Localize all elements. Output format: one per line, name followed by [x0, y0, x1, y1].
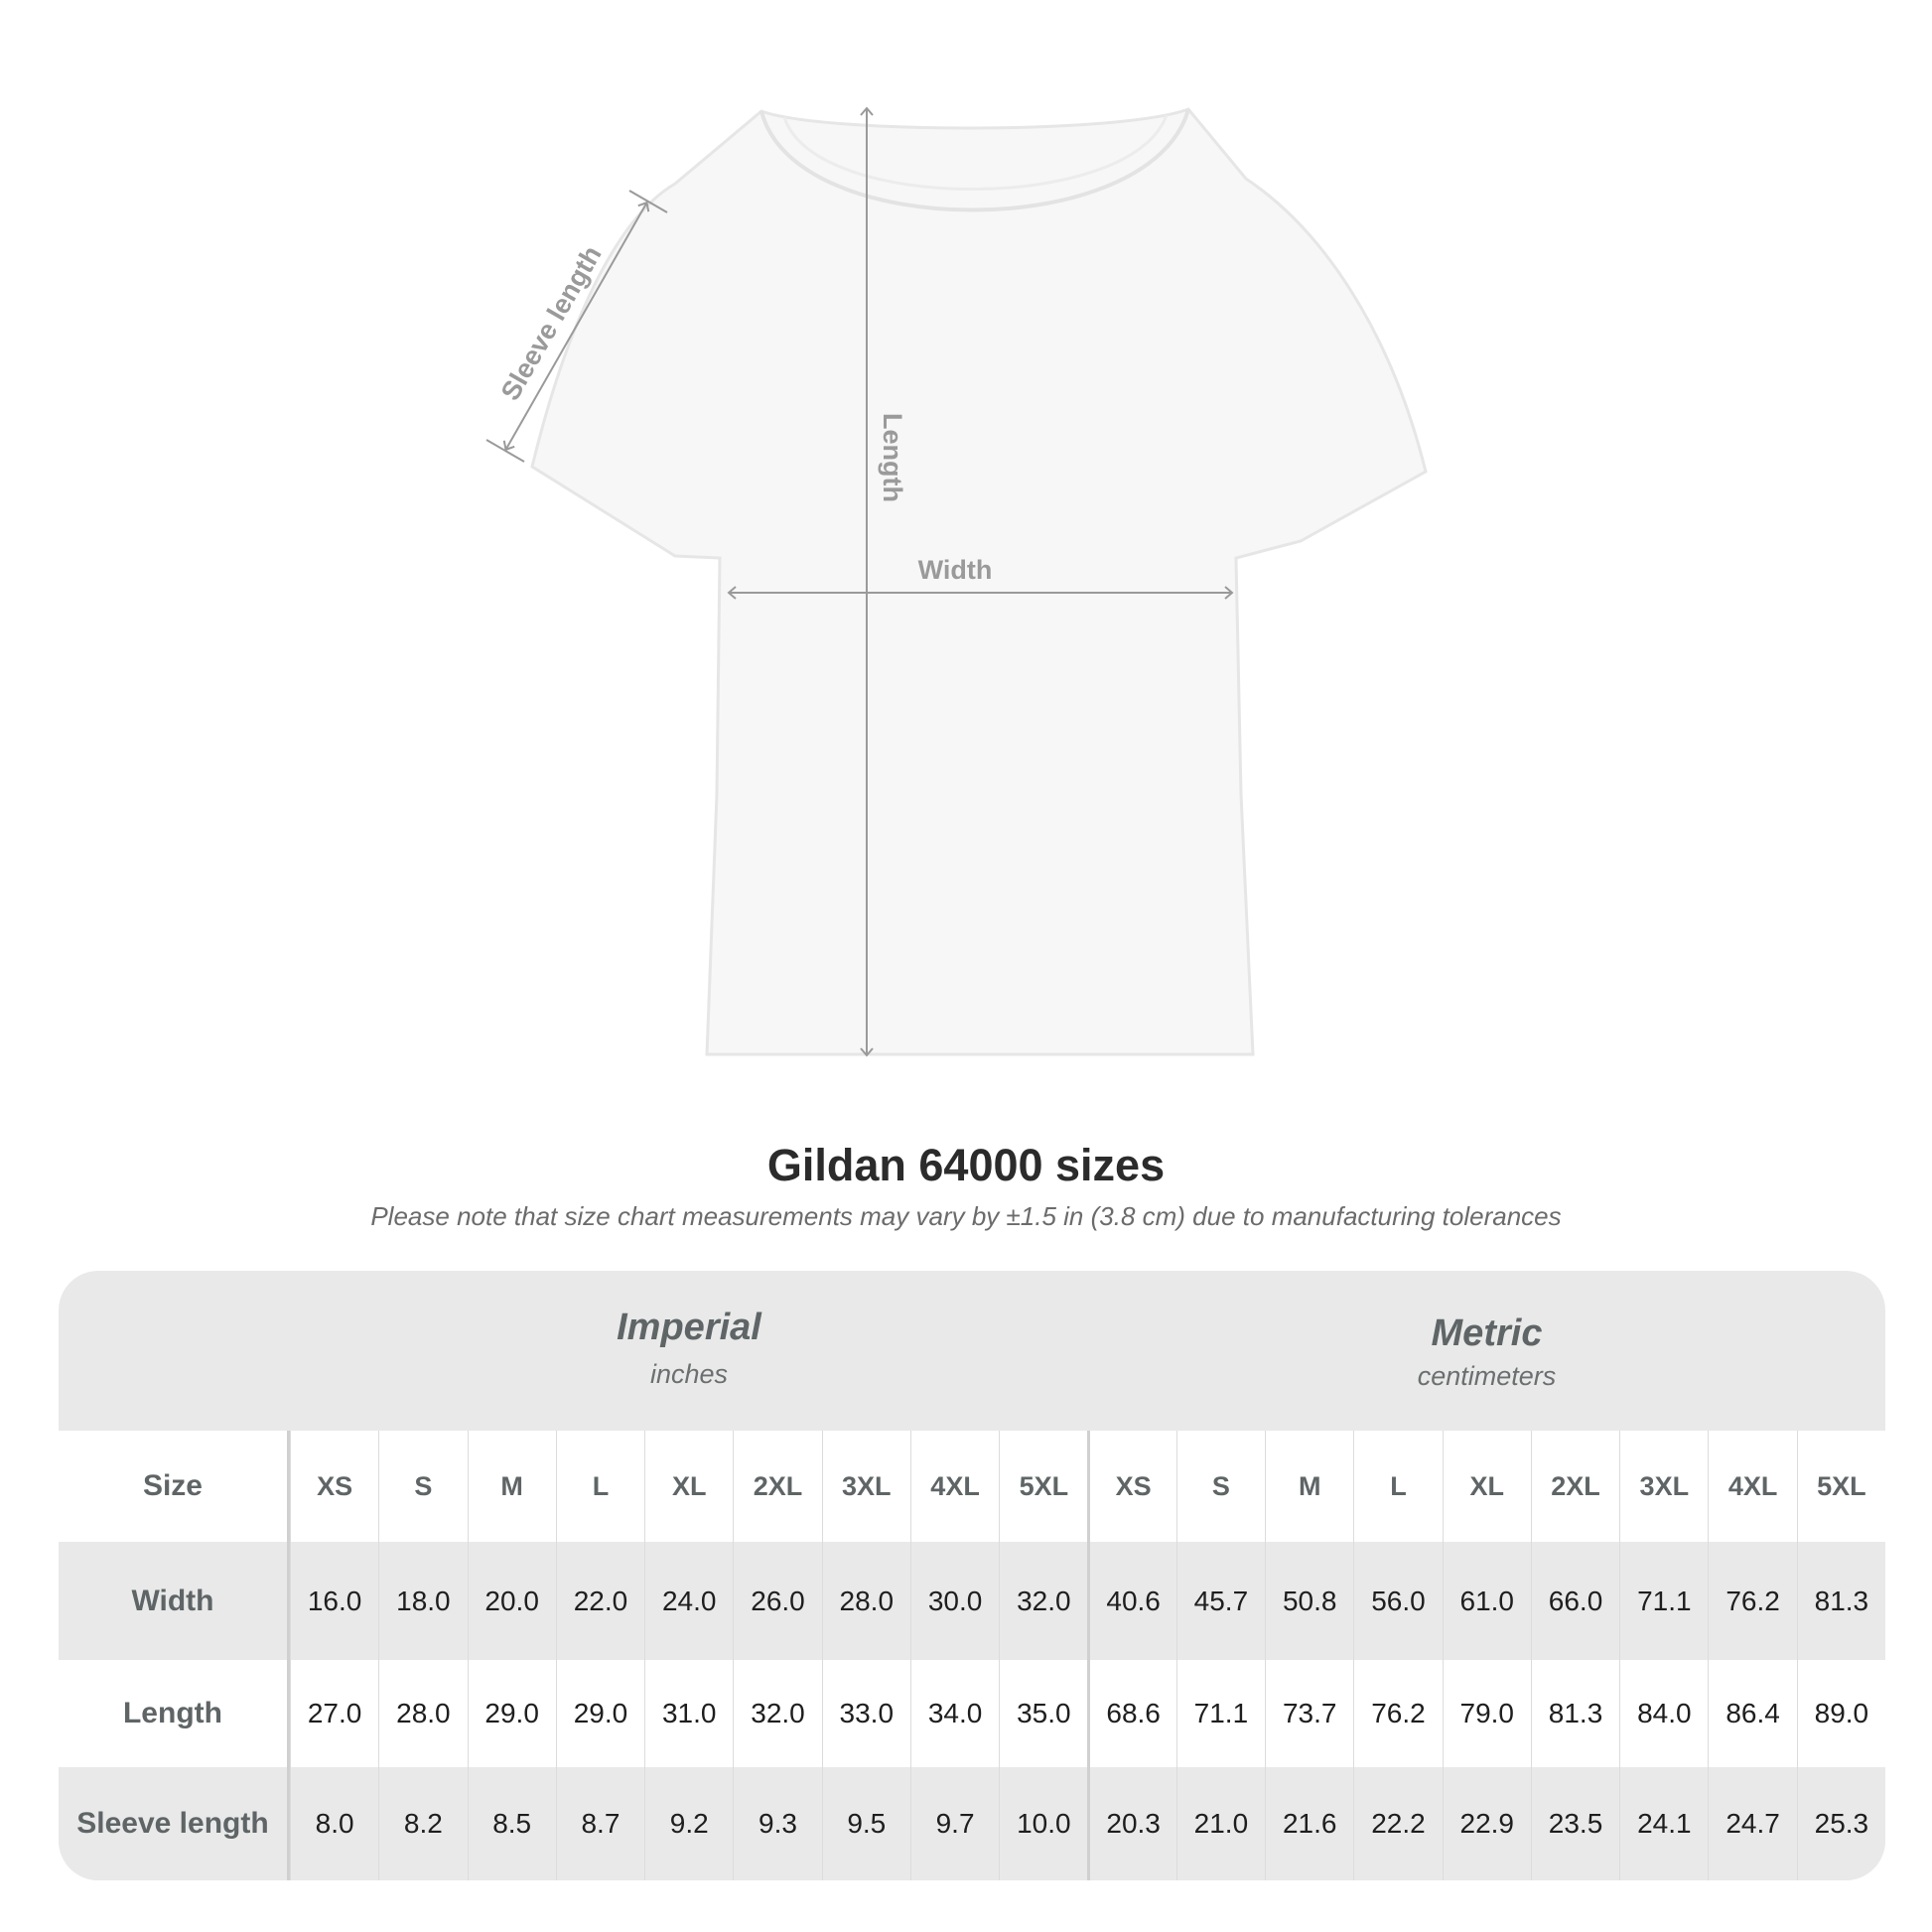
imperial-header: Imperial inches [290, 1271, 1088, 1431]
size-header-metric: M [1265, 1431, 1353, 1542]
value-cell-imperial: 8.0 [289, 1767, 378, 1880]
collar-rib [782, 114, 1169, 191]
value-cell-metric: 23.5 [1530, 1767, 1619, 1880]
value-cell-metric: 21.0 [1175, 1767, 1265, 1880]
value-cell-metric: 25.3 [1796, 1767, 1885, 1880]
size-header-imperial: XS [289, 1431, 378, 1542]
value-cell-metric: 61.0 [1442, 1542, 1531, 1660]
size-header-metric: XS [1087, 1431, 1175, 1542]
size-header-metric: 5XL [1796, 1431, 1885, 1542]
value-cell-metric: 68.6 [1087, 1660, 1175, 1767]
size-header-imperial: 4XL [909, 1431, 999, 1542]
value-cell-imperial: 20.0 [467, 1542, 556, 1660]
value-cell-imperial: 26.0 [733, 1542, 821, 1660]
value-cell-metric: 56.0 [1353, 1542, 1442, 1660]
size-header-metric: 4XL [1708, 1431, 1796, 1542]
metric-label: Metric [1431, 1312, 1543, 1354]
size-header-imperial: L [555, 1431, 644, 1542]
value-cell-metric: 71.1 [1175, 1660, 1265, 1767]
size-header-imperial: 2XL [733, 1431, 821, 1542]
value-cell-imperial: 18.0 [378, 1542, 467, 1660]
value-cell-imperial: 29.0 [555, 1660, 644, 1767]
value-cell-imperial: 27.0 [289, 1660, 378, 1767]
value-cell-metric: 20.3 [1087, 1767, 1175, 1880]
value-cell-imperial: 33.0 [821, 1660, 910, 1767]
size-header-metric: XL [1442, 1431, 1531, 1542]
value-cell-metric: 24.1 [1619, 1767, 1708, 1880]
table-row: Length 27.0 28.0 29.0 29.0 31.0 32.0 33.0 34.0 35… [59, 1660, 1885, 1767]
value-cell-imperial: 8.2 [378, 1767, 467, 1880]
table-row: Width 16.0 18.0 20.0 22.0 24.0 26.0 28.0 30.0 32.… [59, 1542, 1885, 1660]
value-cell-imperial: 9.3 [733, 1767, 821, 1880]
value-cell-metric: 89.0 [1796, 1660, 1885, 1767]
size-header-metric: L [1353, 1431, 1442, 1542]
value-cell-metric: 76.2 [1353, 1660, 1442, 1767]
value-cell-imperial: 16.0 [289, 1542, 378, 1660]
metric-header: Metric centimeters [1088, 1271, 1885, 1431]
collar [759, 108, 1190, 212]
row-label: Sleeve length [59, 1767, 290, 1880]
page-title: Gildan 64000 sizes [766, 1140, 1166, 1190]
size-header-imperial: S [378, 1431, 467, 1542]
size-header-imperial: 3XL [821, 1431, 910, 1542]
value-cell-metric: 79.0 [1442, 1660, 1531, 1767]
value-cell-metric: 81.3 [1796, 1542, 1885, 1660]
value-cell-metric: 21.6 [1265, 1767, 1353, 1880]
value-cell-imperial: 35.0 [999, 1660, 1087, 1767]
value-cell-metric: 81.3 [1530, 1660, 1619, 1767]
value-cell-imperial: 32.0 [733, 1660, 821, 1767]
value-cell-metric: 45.7 [1175, 1542, 1265, 1660]
size-label: Size [59, 1431, 290, 1542]
value-cell-metric: 73.7 [1265, 1660, 1353, 1767]
row-label: Length [59, 1660, 290, 1767]
tolerance-note: Please note that size chart measurements… [370, 1201, 1562, 1231]
value-cell-imperial: 10.0 [999, 1767, 1087, 1880]
value-cell-imperial: 8.7 [555, 1767, 644, 1880]
metric-unit: centimeters [1417, 1361, 1557, 1391]
value-cell-imperial: 29.0 [467, 1660, 556, 1767]
value-cell-imperial: 22.0 [555, 1542, 644, 1660]
value-cell-imperial: 8.5 [467, 1767, 556, 1880]
value-cell-imperial: 28.0 [821, 1542, 910, 1660]
tshirt-diagram: Width Length Sleeve length [485, 106, 1428, 1057]
value-cell-metric: 40.6 [1087, 1542, 1175, 1660]
value-cell-metric: 50.8 [1265, 1542, 1353, 1660]
size-table: Imperial inches Metric centimeters Size X… [59, 1271, 1885, 1880]
value-cell-metric: 24.7 [1708, 1767, 1796, 1880]
value-cell-metric: 22.9 [1442, 1767, 1531, 1880]
imperial-label: Imperial [617, 1307, 761, 1348]
imperial-unit: inches [649, 1359, 729, 1389]
table-row: Sleeve length 8.0 8.2 8.5 8.7 9.2 9.3 9.5 9.7 10.… [59, 1767, 1885, 1880]
length-label: Length [878, 413, 907, 502]
value-cell-imperial: 32.0 [999, 1542, 1087, 1660]
size-header-metric: 2XL [1530, 1431, 1619, 1542]
size-header-metric: S [1175, 1431, 1265, 1542]
row-label: Width [59, 1542, 290, 1660]
value-cell-imperial: 9.2 [644, 1767, 733, 1880]
width-label: Width [918, 555, 993, 585]
size-header-metric: 3XL [1619, 1431, 1708, 1542]
value-cell-imperial: 30.0 [909, 1542, 999, 1660]
value-cell-metric: 22.2 [1353, 1767, 1442, 1880]
size-header-imperial: M [467, 1431, 556, 1542]
size-header-imperial: 5XL [999, 1431, 1087, 1542]
size-header-imperial: XL [644, 1431, 733, 1542]
value-cell-metric: 84.0 [1619, 1660, 1708, 1767]
value-cell-imperial: 9.7 [909, 1767, 999, 1880]
value-cell-imperial: 34.0 [909, 1660, 999, 1767]
size-header-row: Size XS S M L XL 2XL 3XL 4XL 5XL XS S M L XL 2XL 3XL 4XL 5… [59, 1431, 1885, 1542]
value-cell-imperial: 31.0 [644, 1660, 733, 1767]
value-cell-metric: 66.0 [1530, 1542, 1619, 1660]
value-cell-imperial: 24.0 [644, 1542, 733, 1660]
value-cell-imperial: 9.5 [821, 1767, 910, 1880]
value-cell-metric: 71.1 [1619, 1542, 1708, 1660]
value-cell-imperial: 28.0 [378, 1660, 467, 1767]
value-cell-metric: 76.2 [1708, 1542, 1796, 1660]
value-cell-metric: 86.4 [1708, 1660, 1796, 1767]
sleeve-arrow [485, 190, 668, 463]
